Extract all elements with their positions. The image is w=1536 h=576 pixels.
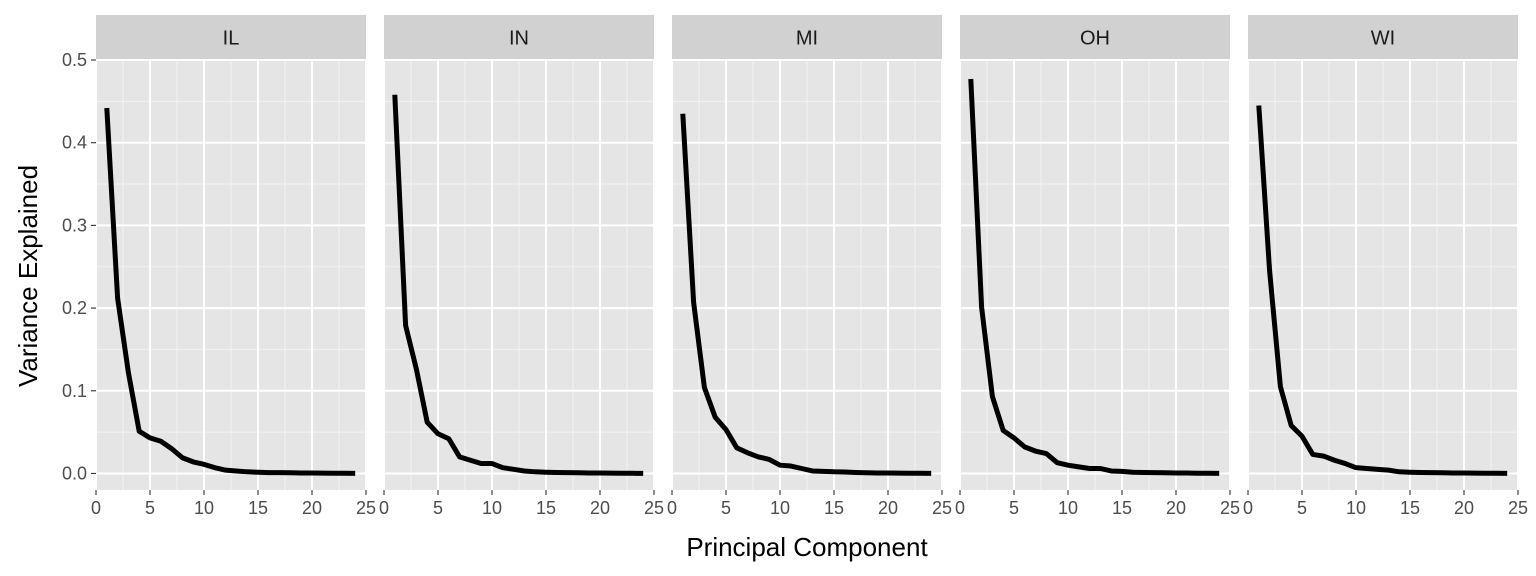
x-tick-label: 0: [667, 498, 677, 518]
x-tick-label: 5: [145, 498, 155, 518]
y-axis: 0.0 0.1 0.2 0.3 0.4 0.5: [62, 50, 96, 483]
facet-strip: [960, 15, 1230, 60]
x-tick-label: 5: [433, 498, 443, 518]
series-line-in: [392, 94, 644, 476]
x-tick-label: 0: [91, 498, 101, 518]
facet-strip-label: MI: [796, 28, 818, 50]
x-tick-label: 25: [1220, 498, 1240, 518]
x-tick-label: 0: [379, 498, 389, 518]
y-axis-title: Variance Explained: [13, 165, 43, 387]
x-axis-title: Principal Component: [686, 532, 928, 562]
x-tick-label: 20: [302, 498, 322, 518]
series-line-wi: [1256, 105, 1508, 476]
x-tick-label: 10: [482, 498, 502, 518]
x-tick-label: 0: [955, 498, 965, 518]
x-tick-label: 25: [644, 498, 664, 518]
facet-panel-in: IN 0 5 10 15 20 25: [379, 15, 664, 518]
facet-panel-oh: OH 0 5 10 15 20 25: [955, 15, 1240, 518]
x-tick-label: 25: [1508, 498, 1528, 518]
x-tick-label: 15: [536, 498, 556, 518]
y-tick-label: 0.5: [62, 50, 87, 70]
x-tick-label: 10: [194, 498, 214, 518]
facet-strip: [384, 15, 654, 60]
series-line-oh: [968, 78, 1220, 476]
y-tick-label: 0.0: [62, 463, 87, 483]
x-tick-label: 20: [1454, 498, 1474, 518]
x-tick-label: 20: [1166, 498, 1186, 518]
facet-panel-il: IL 0 5 10 15 20 25: [91, 15, 376, 518]
y-tick-label: 0.3: [62, 215, 87, 235]
x-tick-label: 15: [248, 498, 268, 518]
series-line-mi: [680, 113, 932, 476]
facet-panel-wi: WI 0 5 10 15 20 25: [1243, 15, 1528, 518]
x-tick-label: 5: [1009, 498, 1019, 518]
y-tick-label: 0.2: [62, 298, 87, 318]
facet-panel-mi: MI 0 5 10 15 20 25: [667, 15, 952, 518]
x-tick-label: 25: [356, 498, 376, 518]
facet-strip-label: IN: [509, 28, 529, 50]
x-tick-label: 20: [590, 498, 610, 518]
facet-strip: [1248, 15, 1518, 60]
series-line-il: [104, 107, 356, 476]
facet-strip-label: IL: [223, 28, 240, 50]
x-tick-label: 0: [1243, 498, 1253, 518]
x-tick-label: 20: [878, 498, 898, 518]
x-tick-label: 5: [1297, 498, 1307, 518]
x-tick-label: 25: [932, 498, 952, 518]
x-tick-label: 10: [1058, 498, 1078, 518]
facet-strip: [672, 15, 942, 60]
x-tick-label: 5: [721, 498, 731, 518]
x-tick-label: 15: [824, 498, 844, 518]
x-tick-label: 10: [1346, 498, 1366, 518]
x-tick-label: 15: [1112, 498, 1132, 518]
y-tick-label: 0.1: [62, 381, 87, 401]
facet-strip-label: WI: [1371, 28, 1395, 50]
facet-strip-label: OH: [1080, 28, 1110, 50]
x-tick-label: 10: [770, 498, 790, 518]
facet-panels: IL 0 5 10 15 20 25 IN 0 5 10 15 20 25 MI 0 5 10 15 20 25 OH 0 5…: [91, 15, 1528, 518]
y-tick-label: 0.4: [62, 133, 87, 153]
x-tick-label: 15: [1400, 498, 1420, 518]
facet-strip: [96, 15, 366, 60]
